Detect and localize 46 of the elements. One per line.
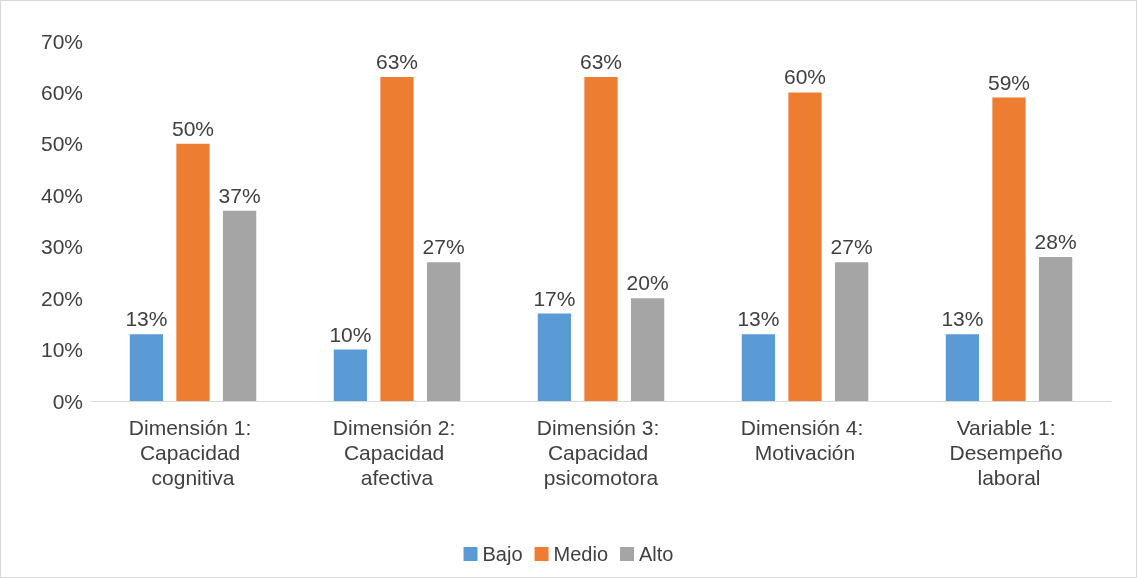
bar	[945, 334, 980, 401]
x-tick-label: Dimensión 3: Capacidad psicomotora	[536, 416, 666, 489]
data-label: 27%	[830, 235, 873, 259]
bar	[834, 262, 869, 401]
bar	[630, 298, 665, 401]
legend-label: Bajo	[482, 543, 523, 565]
data-label: 63%	[375, 50, 419, 73]
data-label: 13%	[737, 307, 780, 331]
data-label: 28%	[1034, 230, 1077, 253]
y-tick-label: 20%	[40, 286, 83, 310]
data-label: 37%	[218, 183, 261, 207]
legend-label: Alto	[639, 543, 674, 565]
bar	[129, 334, 164, 401]
x-tick-label: Dimensión 1: Capacidad cognitiva	[128, 416, 258, 489]
data-label: 60%	[783, 65, 827, 89]
data-label: 17%	[533, 286, 576, 310]
y-tick-label: 50%	[40, 132, 83, 156]
bar	[584, 77, 618, 401]
legend-label: Medio	[553, 543, 609, 565]
data-label: 13%	[941, 307, 984, 331]
y-tick-label: 60%	[40, 80, 83, 104]
data-label: 13%	[125, 307, 168, 331]
data-label: 63%	[579, 50, 623, 73]
x-tick-label: Dimensión 2: Capacidad afectiva	[332, 416, 462, 489]
bar	[788, 92, 822, 401]
y-tick-label: 10%	[40, 338, 83, 362]
data-label: 59%	[987, 70, 1031, 94]
bar	[222, 210, 257, 401]
bar	[426, 262, 461, 401]
bar	[380, 77, 414, 401]
bar	[741, 334, 776, 401]
x-tick-label: Dimensión 4: Motivación	[740, 416, 870, 464]
y-tick-label: 70%	[40, 29, 83, 53]
bar	[333, 349, 368, 401]
x-tick-label: Variable 1: Desempeño laboral	[949, 416, 1069, 489]
bar	[176, 143, 210, 401]
bar	[537, 313, 572, 401]
data-label: 20%	[626, 271, 669, 295]
bar	[992, 97, 1026, 401]
data-label: 50%	[171, 116, 215, 140]
data-label: 27%	[422, 235, 465, 259]
y-tick-label: 40%	[40, 183, 83, 207]
y-tick-label: 0%	[52, 389, 83, 413]
y-tick-label: 30%	[40, 235, 83, 259]
data-label: 10%	[329, 322, 372, 346]
bar	[1038, 257, 1073, 401]
